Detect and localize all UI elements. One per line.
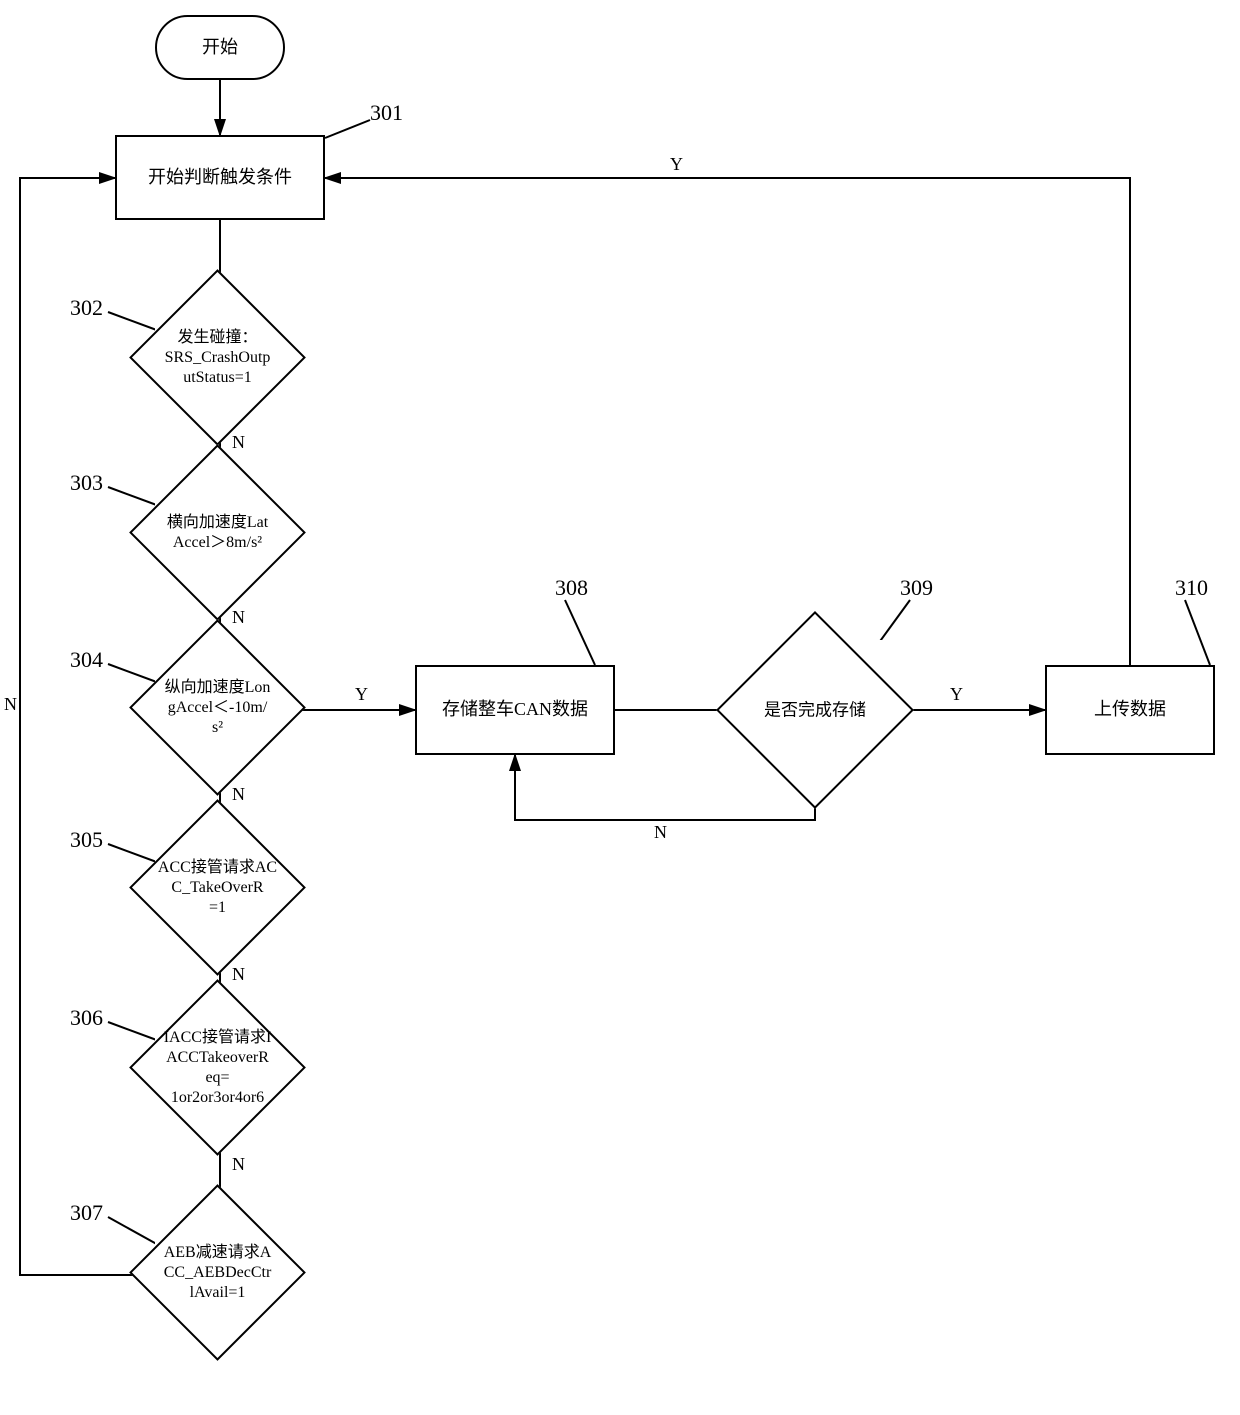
flowchart-canvas: 开始 开始判断触发条件 发生碰撞：SRS_CrashOutputStatus=1… [0, 0, 1240, 1415]
n305-label: ACC接管请求ACC_TakeOverR=1 [130, 858, 305, 918]
n309-label: 是否完成存储 [717, 699, 913, 720]
lbl-loop-Y: Y [670, 154, 683, 175]
n306-label: IACC接管请求IACCTakeoverReq=1or2or3or4or6 [130, 1028, 305, 1108]
decision-305: ACC接管请求ACC_TakeOverR=1 [155, 825, 280, 950]
lbl-n303-N: N [232, 607, 245, 628]
ref-305: 305 [70, 827, 103, 853]
decision-304: 纵向加速度LongAccel＜-10m/s² [155, 645, 280, 770]
decision-303: 横向加速度LatAccel＞8m/s² [155, 470, 280, 595]
ref-302: 302 [70, 295, 103, 321]
n301-label: 开始判断触发条件 [148, 166, 292, 189]
process-310: 上传数据 [1045, 665, 1215, 755]
n304-label: 纵向加速度LongAccel＜-10m/s² [130, 678, 305, 738]
ref-306: 306 [70, 1005, 103, 1031]
ref-310: 310 [1175, 575, 1208, 601]
lbl-n309-Y: Y [950, 684, 963, 705]
lbl-n304-Y: Y [355, 684, 368, 705]
lbl-loop-N: N [4, 694, 17, 715]
ref-304: 304 [70, 647, 103, 673]
decision-306: IACC接管请求IACCTakeoverReq=1or2or3or4or6 [155, 1005, 280, 1130]
ref-301: 301 [370, 100, 403, 126]
n307-label: AEB减速请求ACC_AEBDecCtrlAvail=1 [130, 1243, 305, 1303]
decision-309: 是否完成存储 [745, 640, 885, 780]
start-terminal: 开始 [155, 15, 285, 80]
lbl-n306-N: N [232, 1154, 245, 1175]
ref-307: 307 [70, 1200, 103, 1226]
process-308: 存储整车CAN数据 [415, 665, 615, 755]
decision-302: 发生碰撞：SRS_CrashOutputStatus=1 [155, 295, 280, 420]
start-label: 开始 [202, 36, 238, 59]
decision-307: AEB减速请求ACC_AEBDecCtrlAvail=1 [155, 1210, 280, 1335]
lbl-n309-N: N [654, 822, 667, 843]
lbl-n302-N: N [232, 432, 245, 453]
n310-label: 上传数据 [1094, 698, 1166, 721]
ref-308: 308 [555, 575, 588, 601]
ref-303: 303 [70, 470, 103, 496]
lbl-n304-N: N [232, 784, 245, 805]
n303-label: 横向加速度LatAccel＞8m/s² [130, 513, 305, 553]
n302-label: 发生碰撞：SRS_CrashOutputStatus=1 [130, 328, 305, 388]
process-301: 开始判断触发条件 [115, 135, 325, 220]
lbl-n305-N: N [232, 964, 245, 985]
ref-309: 309 [900, 575, 933, 601]
n308-label: 存储整车CAN数据 [442, 698, 588, 721]
